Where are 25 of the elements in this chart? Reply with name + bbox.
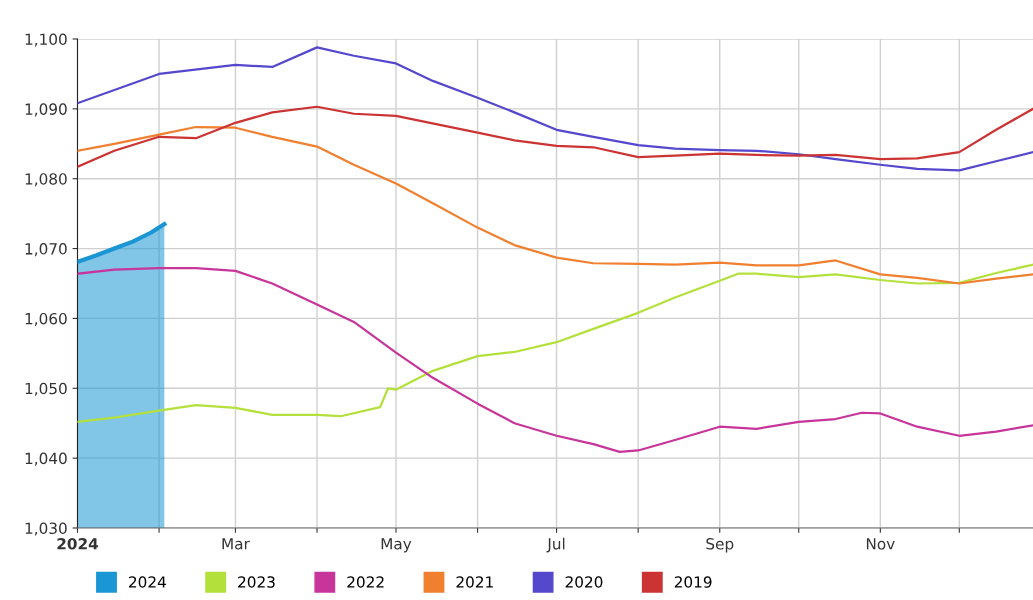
y-tick-label: 1,050 xyxy=(25,382,67,396)
line-series xyxy=(77,263,1033,423)
y-tick-label: 1,090 xyxy=(25,103,67,117)
y-tick-label: 1,060 xyxy=(25,312,67,327)
y-tick-label: 1,080 xyxy=(25,173,67,187)
x-tick-label: Sep xyxy=(706,537,734,553)
x-tick-label: Jul xyxy=(546,537,565,553)
y-tick-label: 1,070 xyxy=(25,243,67,257)
x-tick-label: 2024 xyxy=(57,537,99,550)
line-series xyxy=(77,267,1033,453)
line-series xyxy=(77,105,1033,168)
y-tick-label: 1,100 xyxy=(25,33,67,47)
legend-label: 2021 xyxy=(456,576,493,588)
legend-label: 2020 xyxy=(565,576,603,588)
x-tick-label: Nov xyxy=(866,538,895,550)
x-tick-label: Mar xyxy=(222,538,250,550)
y-tick-label: 1,030 xyxy=(25,522,67,536)
legend-label: 2024 xyxy=(129,576,166,588)
line-series xyxy=(77,125,1033,285)
legend-label: 2023 xyxy=(238,576,275,588)
legend-label: 2019 xyxy=(674,576,712,588)
line-series xyxy=(77,46,1033,172)
legend-label: 2022 xyxy=(347,576,384,588)
x-tick-label: May xyxy=(381,538,412,553)
y-tick-label: 1,040 xyxy=(25,452,67,466)
